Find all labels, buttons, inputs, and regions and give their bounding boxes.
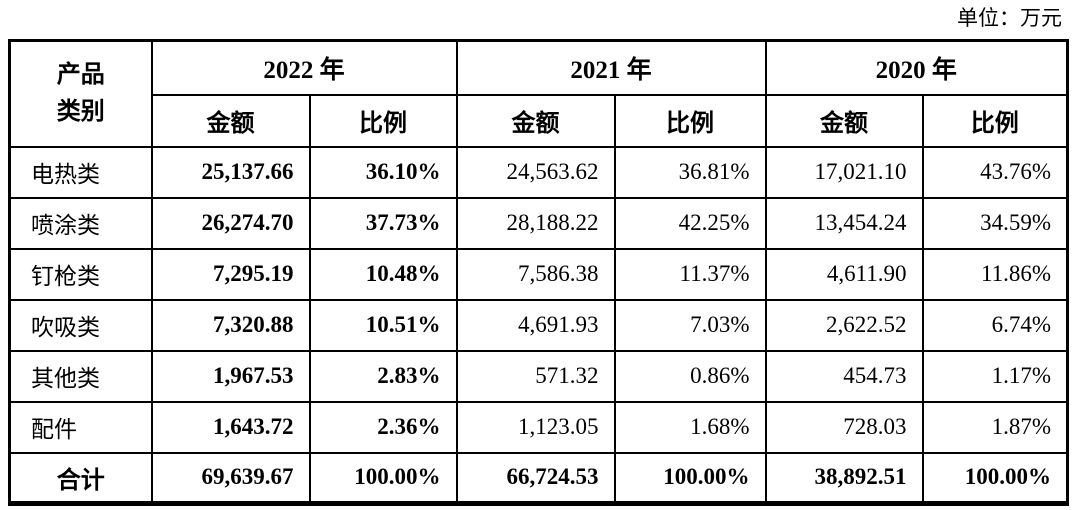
cell-2020-ratio: 1.17% (921, 349, 1069, 403)
cell-2022-amount: 25,137.66 (150, 145, 311, 199)
cell-2020-amount: 728.03 (764, 400, 924, 454)
unit-label: 单位：万元 (957, 6, 1062, 30)
row-label: 其他类 (8, 349, 153, 403)
cell-2020-amount: 17,021.10 (764, 145, 924, 199)
cell-2020-amount: 454.73 (764, 349, 924, 403)
cell-2021-amount: 28,188.22 (455, 196, 616, 250)
table-row: 电热类 25,137.66 36.10% 24,563.62 36.81% 17… (8, 145, 1069, 199)
cell-2021-amount: 4,691.93 (455, 298, 616, 352)
row-label: 电热类 (8, 145, 153, 199)
cell-2022-ratio: 10.48% (308, 247, 458, 301)
cell-2022-amount: 1,643.72 (150, 400, 311, 454)
cell-2022-amount: 26,274.70 (150, 196, 311, 250)
total-row: 合计 69,639.67 100.00% 66,724.53 100.00% 3… (8, 451, 1069, 505)
cell-2021-ratio: 0.86% (613, 349, 767, 403)
cell-2021-ratio: 42.25% (613, 196, 767, 250)
total-2021-ratio: 100.00% (613, 451, 767, 505)
total-2020-ratio: 100.00% (921, 451, 1069, 505)
row-label: 配件 (8, 400, 153, 454)
total-2021-amount: 66,724.53 (455, 451, 616, 505)
cell-2020-ratio: 6.74% (921, 298, 1069, 352)
cell-2021-ratio: 7.03% (613, 298, 767, 352)
subheader-2022-ratio: 比例 (308, 93, 458, 148)
year-header-2021: 2021 年 (455, 39, 767, 96)
product-revenue-table: 产品 类别 2022 年 2021 年 2020 年 金额 比例 金额 比例 金… (8, 39, 1070, 507)
cell-2020-amount: 4,611.90 (764, 247, 924, 301)
header-row-subcolumns: 金额 比例 金额 比例 金额 比例 (10, 93, 1069, 148)
subheader-2020-ratio: 比例 (921, 93, 1069, 148)
cell-2021-amount: 571.32 (455, 349, 616, 403)
cell-2021-amount: 1,123.05 (455, 400, 616, 454)
total-2022-amount: 69,639.67 (150, 451, 311, 505)
cell-2020-ratio: 34.59% (921, 196, 1069, 250)
corner-header-line1: 产品 (56, 61, 105, 88)
cell-2022-ratio: 10.51% (308, 298, 458, 352)
corner-header-product-category: 产品 类别 (8, 39, 153, 148)
cell-2022-ratio: 37.73% (308, 196, 458, 250)
subheader-2021-ratio: 比例 (613, 93, 767, 148)
cell-2022-ratio: 36.10% (308, 145, 458, 199)
total-2020-amount: 38,892.51 (764, 451, 924, 505)
cell-2021-ratio: 1.68% (613, 400, 767, 454)
table-row: 吹吸类 7,320.88 10.51% 4,691.93 7.03% 2,622… (8, 298, 1069, 352)
table-row: 配件 1,643.72 2.36% 1,123.05 1.68% 728.03 … (8, 400, 1069, 454)
total-label: 合计 (8, 451, 153, 505)
cell-2020-ratio: 1.87% (921, 400, 1069, 454)
year-header-2022: 2022 年 (150, 39, 458, 96)
row-label: 吹吸类 (8, 298, 153, 352)
cell-2020-amount: 2,622.52 (764, 298, 924, 352)
cell-2021-amount: 7,586.38 (455, 247, 616, 301)
table-row: 喷涂类 26,274.70 37.73% 28,188.22 42.25% 13… (8, 196, 1069, 250)
subheader-2022-amount: 金额 (150, 93, 311, 148)
cell-2022-amount: 7,295.19 (150, 247, 311, 301)
subheader-2021-amount: 金额 (455, 93, 616, 148)
cell-2021-ratio: 11.37% (613, 247, 767, 301)
row-label: 钉枪类 (8, 247, 153, 301)
cell-2021-amount: 24,563.62 (455, 145, 616, 199)
cell-2021-ratio: 36.81% (613, 145, 767, 199)
cell-2020-ratio: 43.76% (921, 145, 1069, 199)
year-header-2020: 2020 年 (764, 39, 1069, 96)
corner-header-line2: 类别 (56, 98, 105, 125)
cell-2022-ratio: 2.83% (308, 349, 458, 403)
header-row-years: 产品 类别 2022 年 2021 年 2020 年 (8, 39, 1069, 148)
total-2022-ratio: 100.00% (308, 451, 458, 505)
cell-2022-ratio: 2.36% (308, 400, 458, 454)
cell-2020-amount: 13,454.24 (764, 196, 924, 250)
table-row: 钉枪类 7,295.19 10.48% 7,586.38 11.37% 4,61… (8, 247, 1069, 301)
table-row: 其他类 1,967.53 2.83% 571.32 0.86% 454.73 1… (8, 349, 1069, 403)
cell-2020-ratio: 11.86% (921, 247, 1069, 301)
cell-2022-amount: 7,320.88 (150, 298, 311, 352)
row-label: 喷涂类 (8, 196, 153, 250)
cell-2022-amount: 1,967.53 (150, 349, 311, 403)
subheader-2020-amount: 金额 (764, 93, 924, 148)
